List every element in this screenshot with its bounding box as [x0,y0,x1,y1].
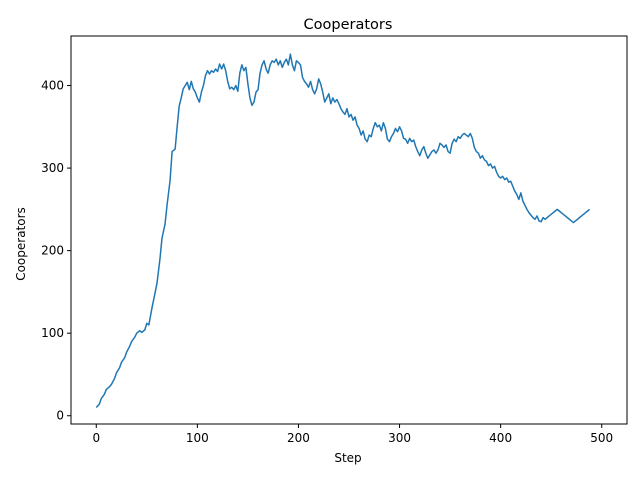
y-tick-label: 0 [56,409,64,423]
y-axis-label: Cooperators [14,207,28,281]
series-line-cooperators [95,53,591,408]
x-tick-label: 500 [590,431,613,445]
plot-layer: 0 100 200 300 400 500 0 100 200 300 400 [41,53,613,445]
y-tick-label: 100 [41,326,64,340]
x-tick-label: 200 [287,431,310,445]
chart-title: Cooperators [304,17,393,33]
x-axis-label: Step [334,451,361,465]
plot-frame [70,35,628,425]
y-tick-label: 300 [41,161,64,175]
y-tick-label: 200 [41,244,64,258]
x-tick-label: 400 [489,431,512,445]
x-tick-label: 100 [186,431,209,445]
y-tick-label: 400 [41,79,64,93]
x-tick-label: 300 [388,431,411,445]
x-tick-label: 0 [92,431,100,445]
